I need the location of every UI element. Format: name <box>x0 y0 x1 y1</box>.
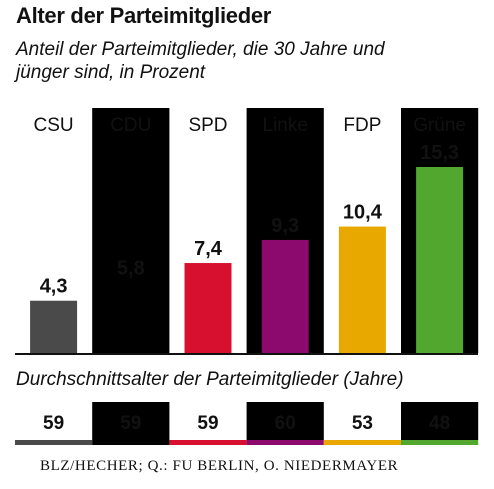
category-label-grüne: Grüne <box>413 115 466 136</box>
category-label-linke: Linke <box>262 115 307 136</box>
value-label-csu: 4,3 <box>40 276 68 298</box>
age-value-cdu: 59 <box>120 413 141 434</box>
age-underline-cdu <box>92 440 170 445</box>
value-label-spd: 7,4 <box>194 238 223 260</box>
age-shade-3 <box>246 402 324 440</box>
age-value-fdp: 53 <box>352 413 373 434</box>
age-value-grüne: 48 <box>429 413 450 434</box>
category-label-cdu: CDU <box>110 115 151 136</box>
category-label-fdp: FDP <box>343 115 381 136</box>
age-underline-csu <box>15 440 93 445</box>
bar-spd <box>184 263 232 353</box>
value-label-linke: 9,3 <box>271 215 299 237</box>
age-underline-linke <box>246 440 324 445</box>
chart-subtitle: Anteil der Parteimitglieder, die 30 Jahr… <box>16 39 385 60</box>
value-label-fdp: 10,4 <box>343 202 383 224</box>
value-labels: 4,3 5,8 7,4 9,3 10,4 15,3 <box>40 142 459 298</box>
source-credit: BLZ/HECHER; Q.: FU BERLIN, O. NIEDERMAYE… <box>40 458 399 474</box>
bar-grüne <box>416 167 464 353</box>
age-table-title: Durchschnittsalter der Parteimitglieder … <box>16 369 404 390</box>
bar-fdp <box>338 226 386 353</box>
age-value-spd: 59 <box>197 413 218 434</box>
age-underline-spd <box>169 440 247 445</box>
age-table: 59 59 59 60 53 48 <box>15 413 479 445</box>
bars <box>30 167 464 353</box>
age-shade-5 <box>401 402 479 440</box>
category-labels: CSU CDU SPD Linke FDP Grüne <box>34 115 466 136</box>
category-label-spd: SPD <box>188 115 227 136</box>
age-shade-1 <box>92 402 170 440</box>
chart-subtitle-line2: jünger sind, in Prozent <box>16 62 206 83</box>
chart-title: Alter der Parteimitglieder <box>16 3 272 28</box>
age-underline-grüne <box>401 440 479 445</box>
age-value-linke: 60 <box>275 413 296 434</box>
bar-cdu <box>107 282 155 353</box>
age-underline-fdp <box>323 440 401 445</box>
bar-csu <box>30 300 78 353</box>
value-label-grüne: 15,3 <box>420 142 459 164</box>
value-label-cdu: 5,8 <box>117 257 145 279</box>
age-value-csu: 59 <box>43 413 64 434</box>
category-label-csu: CSU <box>34 115 74 136</box>
bar-linke <box>261 239 309 353</box>
